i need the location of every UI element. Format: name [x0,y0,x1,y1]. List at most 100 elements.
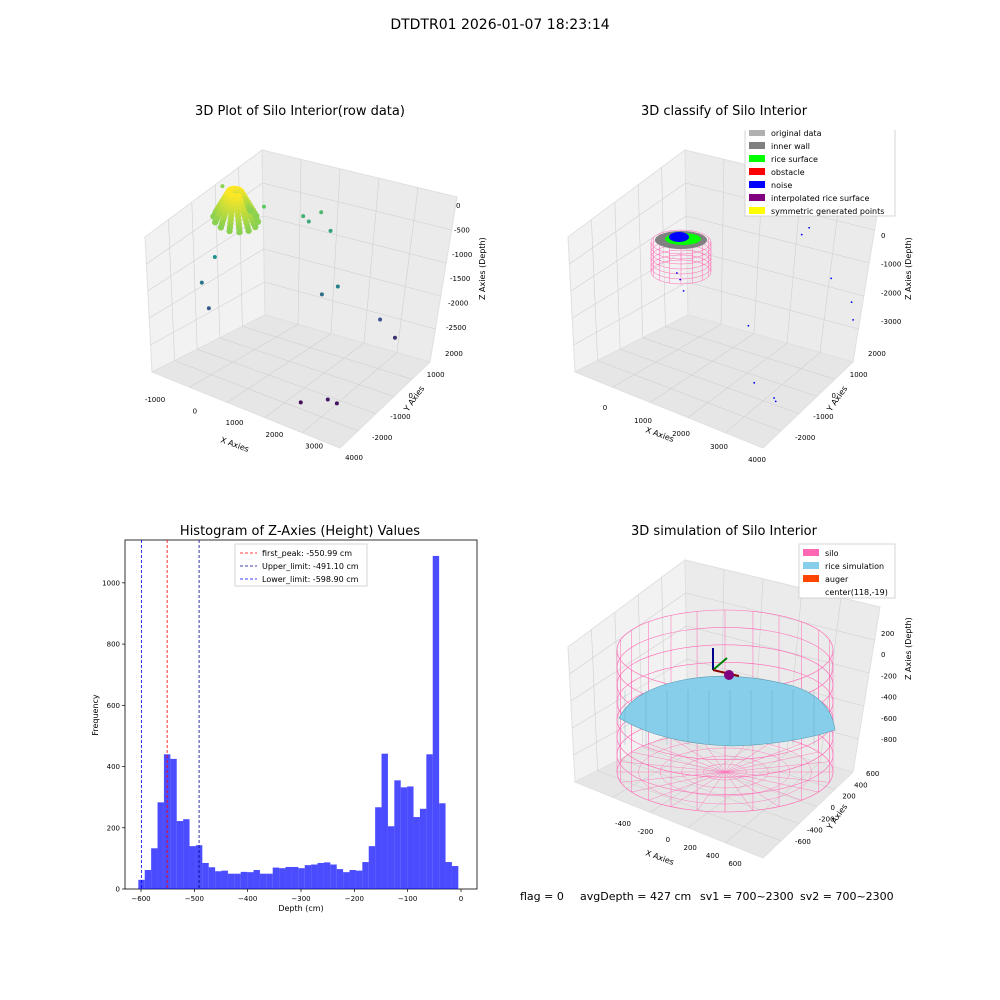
plot3-bar [240,871,248,889]
plot4-silo-floor-spoke [724,761,830,773]
plot2-noise-point [675,272,678,274]
plot3-bar [407,786,414,889]
plot4-silo-floor-spoke [724,751,819,773]
plot2-noise-point [774,400,777,403]
plot2-legend: original data inner wall rice surface obsta… [744,130,896,217]
plot2-noise-point [852,318,855,321]
plot3-bar [451,866,459,889]
plot3-ylabel: Frequency [91,694,100,736]
status-avg-depth: avgDepth = 427 cm [580,890,692,903]
plot3-bar [138,879,145,889]
plot1-point [199,280,204,285]
p4-ytick: 600 [866,770,879,778]
plot3-ytick-label: 200 [107,824,120,832]
plot3-bar [253,870,260,889]
plot3-bar [311,864,318,889]
status-flag: flag = 0 [520,890,564,903]
plot2-noise-point [773,397,775,399]
plot2-legend-swatch [749,155,765,162]
plot2-noise-point [682,290,685,292]
plot3-xtick-label: −300 [291,895,310,903]
p4-ztick: -200 [881,672,897,680]
plot1-point [206,306,211,311]
plot4-silo-floor-spoke [631,771,726,793]
plot3-bar [330,864,337,889]
plot3-bar [176,821,184,889]
plot1-point [298,400,303,405]
p4-ytick: -200 [819,815,835,823]
plot4-legend: silo rice simulation auger center(118,-19) [798,543,896,599]
p4-xtick: 400 [706,852,719,860]
plot4-silo-floor-spoke [648,771,726,801]
plot1-point [392,335,397,340]
plot3-bar [279,868,286,889]
plot2-legend-swatch [749,168,765,175]
plot1-raw-scatter: -1000 0 1000 2000 3000 4000 -2000 -1000 0 1000 20… [144,149,487,462]
plot3-bar [355,870,363,889]
p2-ytick: 2000 [868,350,886,358]
plot3-bar [227,873,235,889]
plot2-noise-cluster [669,232,689,242]
plot3-bar [272,867,280,889]
p2-xtick: 3000 [710,443,728,451]
plot3-bar [298,868,305,889]
plot2-legend-swatch [749,142,765,149]
p1-ztick: -1000 [452,251,472,259]
plot1-title: 3D Plot of Silo Interior(row data) [195,104,405,119]
plot4-axis-y-arrow [712,657,728,671]
plot3-histogram: −600 −500 −400 −300 −200 −100 0 0 200 400 600 800 1… [91,539,478,913]
plot3-bar [394,780,401,889]
plot3-xlabel: Depth (cm) [278,904,323,913]
plot3-bar [336,869,344,889]
p1-ytick: -1000 [390,413,410,421]
plot1-point [378,317,383,322]
plot3-ytick-label: 0 [116,886,120,894]
plot1-cluster-point [236,228,243,236]
plot2-legend-label: obstacle [771,168,805,177]
plot4-silo-floor-spoke [724,771,754,811]
plot4-legend-label: rice simulation [825,562,884,571]
plot4-legend-label: center(118,-19) [825,588,888,597]
p4-ztick: -600 [881,715,897,723]
plot3-bar [317,862,324,889]
plot3-bar [413,817,420,889]
status-sv1: sv1 = 700~2300 [700,890,794,903]
plot1-point [325,397,330,402]
plot2-legend-label: rice surface [771,155,818,164]
p4-ztick: 200 [881,630,894,638]
plot2-title: 3D classify of Silo Interior [640,104,808,119]
plot3-bar [439,803,446,889]
plot2-xlabel: X Axies [644,425,675,444]
plot1-point [212,254,217,259]
plot2-legend-label: original data [771,130,822,138]
plot4-legend-swatch [803,549,819,556]
plot2-noise-point [850,301,853,304]
plot3-xtick-label: 0 [459,895,463,903]
plot4-title: 3D simulation of Silo Interior [631,524,817,539]
p4-xtick: -400 [615,820,631,828]
plot3-bar [151,848,158,889]
plot3-bar [189,846,196,889]
plot1-cluster-point [252,223,259,231]
p4-ytick: 400 [854,781,867,789]
p1-ztick: -1500 [450,275,470,283]
plot3-bar [400,787,408,889]
p2-ztick: -3000 [881,318,901,326]
plot3-bar [208,867,216,889]
p2-ytick: 0 [832,392,836,400]
plot4-silo-floor-spoke [620,771,726,783]
plot1-point [328,228,333,233]
plot1-point [220,184,225,189]
p2-xtick: 4000 [748,456,766,464]
plot1-ylabel: Y Axies [402,384,427,414]
plot3-xtick-label: −600 [131,895,150,903]
plot2-legend-swatch [749,207,765,214]
p1-ztick: 0 [456,202,460,210]
p1-ytick: 1000 [427,371,445,379]
plot3-bar [362,862,369,889]
p4-ztick: 0 [881,651,885,659]
plot1-cluster-point [226,227,233,235]
plot4-silo-floor-spoke [670,737,726,773]
plot1-point [306,219,311,224]
plot3-bar [170,758,177,889]
